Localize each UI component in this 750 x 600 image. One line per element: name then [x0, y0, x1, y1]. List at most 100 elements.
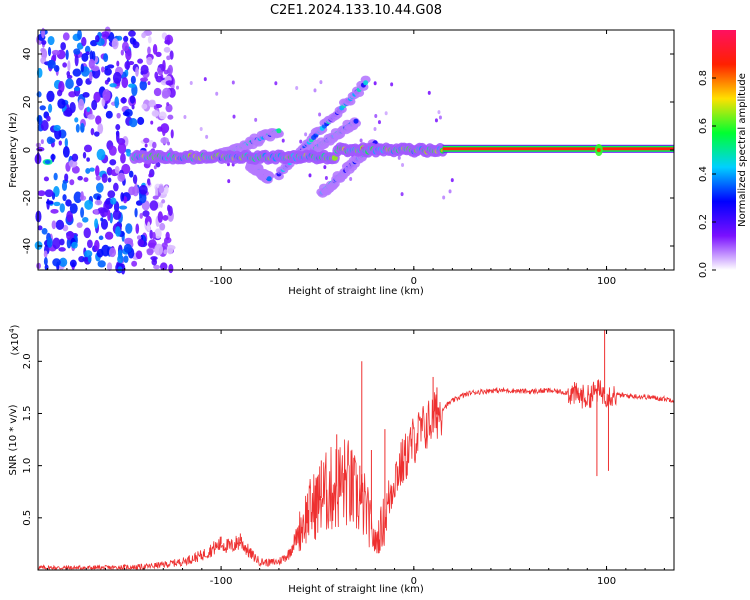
spectrogram-cell	[89, 50, 94, 61]
spectrogram-cell	[276, 128, 282, 134]
snr-x-axis-label: Height of straight line (km)	[288, 584, 424, 595]
spectrogram-cell	[102, 89, 111, 101]
spectrogram-cell	[131, 260, 138, 267]
spectrogram-cell	[141, 103, 148, 110]
spectrogram-cell	[134, 207, 138, 218]
spectrogram-cell	[155, 161, 161, 168]
colorbar-tick-label: 0.0	[698, 262, 709, 278]
spectrogram-cell	[83, 177, 89, 183]
spectrogram-cell	[170, 129, 174, 139]
spectrogram-cell	[299, 139, 303, 144]
spectrogram-x-ticks: -100 0 100	[47, 30, 665, 287]
spectrogram-cell	[47, 59, 56, 69]
spectrogram-cell	[166, 244, 174, 255]
spectrogram-cell	[140, 77, 149, 82]
spectrogram-cell	[147, 181, 151, 186]
spectrogram-cell	[384, 111, 388, 116]
spectrogram-cell	[95, 165, 100, 177]
spectrogram-cell	[101, 244, 110, 257]
snr-y-axis-label: SNR (10 * v/v)	[8, 404, 19, 475]
spectrogram-cell	[360, 75, 371, 84]
spectrogram-cell	[154, 228, 162, 239]
spectrogram-cell	[97, 260, 106, 268]
spectrogram-cell	[48, 103, 53, 113]
spectrogram-cell	[71, 241, 78, 249]
spectrogram-cell	[353, 118, 359, 124]
spectrogram-cell	[151, 109, 160, 117]
colorbar-tick-label: 0.6	[698, 118, 709, 134]
spectrogram-cell	[53, 124, 61, 132]
spectrogram-cell	[128, 30, 136, 37]
spectrogram-cell	[43, 250, 48, 258]
spectrogram-cell	[108, 145, 117, 156]
spectrogram-cell	[153, 165, 157, 170]
spectrogram-cell	[354, 89, 365, 98]
spectrogram-cell	[363, 80, 369, 86]
spectrogram-cell	[153, 105, 157, 110]
spectrogram-cell	[53, 65, 60, 72]
spectrogram-cell	[146, 56, 153, 66]
spectrogram-cell	[148, 173, 153, 178]
spectrogram-cell	[304, 132, 308, 137]
x-tick-label: 0	[411, 576, 417, 587]
spectrogram-cell	[148, 239, 157, 250]
spectrogram-cell	[64, 173, 69, 182]
snr-y-scale-exponent: 4	[8, 328, 16, 333]
spectrogram-cell	[62, 32, 70, 41]
spectrogram-cell	[55, 219, 65, 230]
spectrogram-cell	[74, 54, 79, 67]
spectrogram-cell	[53, 172, 58, 181]
spectrogram-cell	[65, 199, 72, 207]
spectrogram-cell	[167, 204, 171, 212]
spectrogram-cell	[86, 106, 91, 113]
spectrogram-cell	[89, 71, 93, 82]
spectrogram-cell	[121, 41, 129, 52]
spectrogram-cell	[100, 66, 105, 73]
spectrogram-cell	[140, 64, 149, 75]
spectrogram-cell	[323, 165, 327, 170]
x-tick-label: 100	[597, 576, 616, 587]
spectrogram-cell	[107, 190, 116, 199]
spectrogram-cell	[46, 115, 51, 122]
spectrogram-cell	[107, 177, 112, 183]
spectrogram-cell	[58, 247, 66, 252]
spectrogram-cell	[377, 120, 381, 125]
spectrogram-cell	[117, 142, 127, 154]
spectrogram-cell	[66, 210, 73, 223]
spectrogram-cell	[96, 182, 104, 193]
spectrogram-cell	[165, 231, 170, 241]
spectrogram-cell	[72, 68, 82, 77]
colorbar: 0.0 0.2 0.4 0.6 0.8 Normalized spectral ampl…	[698, 30, 748, 278]
spectrogram-cell	[112, 71, 122, 84]
spectrogram-cell	[93, 91, 101, 103]
spectrogram-cell	[78, 98, 85, 111]
spectrogram-cell	[437, 110, 441, 115]
spectrogram-cell	[91, 99, 98, 111]
spectrogram-cell	[215, 91, 219, 96]
y-tick-label: 0.5	[22, 510, 33, 526]
snr-y-scale-close: )	[10, 324, 21, 328]
spectrogram-cell	[149, 200, 159, 211]
spectrogram-cell	[58, 140, 63, 146]
spectrogram-cell	[166, 102, 170, 107]
spectrogram-cell	[47, 35, 55, 46]
spectrogram-cell	[75, 123, 80, 133]
spectrogram-cell	[167, 64, 173, 75]
spectrogram-cell	[159, 262, 168, 271]
spectrogram-cell	[47, 46, 52, 57]
spectrogram-cell	[152, 43, 158, 55]
spectrogram-cell	[134, 181, 138, 194]
spectrogram-cell	[71, 165, 80, 174]
spectrogram-cell	[147, 81, 151, 86]
colorbar-tick-label: 0.4	[698, 166, 709, 182]
spectrogram-cell	[153, 264, 161, 270]
spectrogram-cell	[65, 49, 69, 60]
spectrogram-cell	[122, 196, 128, 204]
spectrogram-cell	[132, 174, 138, 184]
spectrogram-cell	[157, 69, 163, 76]
spectrogram-cell	[129, 95, 136, 104]
spectrogram-cell	[164, 185, 169, 195]
spectrogram-cell	[147, 221, 151, 232]
snr-x-ticks: -100 0 100	[47, 330, 665, 587]
spectrogram-cell	[120, 49, 124, 56]
